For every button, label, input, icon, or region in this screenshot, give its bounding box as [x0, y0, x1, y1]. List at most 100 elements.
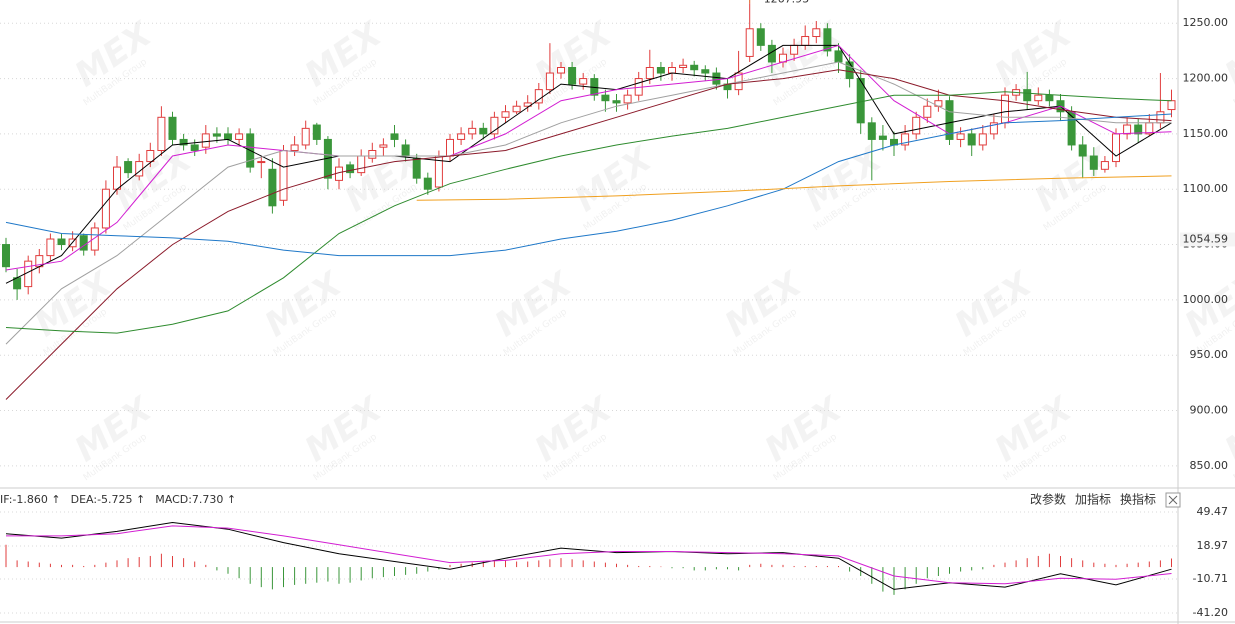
y-tick-label: 1100.00 [1183, 182, 1229, 195]
candle-body [1089, 155, 1098, 170]
candle-body [479, 127, 488, 135]
candle-body [623, 94, 632, 104]
candle-body [579, 78, 588, 85]
candle-body [2, 244, 10, 268]
candle-body [557, 67, 565, 74]
candle-body [534, 89, 543, 104]
button[interactable]: 换指标 [1120, 492, 1156, 507]
candle-body [801, 36, 810, 46]
candle-body [878, 135, 887, 140]
candle-body [1078, 144, 1087, 157]
candle-body [212, 133, 221, 137]
candle-body [790, 44, 799, 55]
candle-body [712, 72, 721, 85]
candle-body [923, 105, 932, 118]
candle-body [867, 122, 876, 140]
candle-body [1112, 133, 1120, 163]
candle-body [279, 149, 288, 201]
candle-body [601, 94, 610, 102]
candle-body [124, 161, 133, 174]
candle-body [756, 28, 765, 46]
candle-body [656, 67, 665, 74]
y-tick-label: 18.97 [1197, 539, 1229, 552]
line-series [5, 61, 1172, 345]
candle-body [834, 50, 843, 63]
y-tick-label: 850.00 [1190, 459, 1229, 472]
candle-body [368, 149, 377, 159]
watermarks: MEXMultiBank GroupMEXMultiBank GroupMEXM… [28, 14, 1235, 484]
last-price-label: 1054.59 [1183, 232, 1229, 245]
candle-body [1156, 111, 1165, 124]
candle-body [545, 72, 554, 91]
candle-body [612, 100, 621, 104]
candle-body [412, 157, 421, 179]
candle-body [1167, 100, 1176, 111]
candle-body [113, 166, 121, 190]
last-price-tag [1180, 232, 1235, 247]
candle-body [978, 133, 987, 146]
y-tick-label: 900.00 [1190, 404, 1229, 417]
candle-body [268, 168, 277, 207]
candle-body [312, 124, 321, 140]
candle-body [501, 111, 510, 118]
line-series [5, 44, 1172, 284]
candle-body [179, 138, 188, 146]
candle-body [379, 144, 388, 148]
y-tick-label: -10.71 [1193, 572, 1228, 585]
candle-body [168, 116, 177, 140]
candle-body [1123, 124, 1132, 135]
candle-body [1045, 94, 1054, 102]
indicator-label: MACD:7.730 ↑ [155, 493, 236, 506]
candle-body [568, 67, 577, 85]
candle-body [1001, 94, 1009, 124]
y-tick-label: 1000.00 [1183, 293, 1229, 306]
candle-body [812, 28, 821, 38]
candle-body [1034, 94, 1043, 102]
candle-body [679, 64, 688, 69]
candle-body [668, 67, 676, 74]
candle-body [945, 100, 954, 140]
candle-body [823, 28, 832, 52]
button[interactable]: 加指标 [1075, 492, 1111, 507]
line-series [416, 175, 1172, 201]
candle-body [201, 133, 210, 148]
candle-body [1023, 89, 1032, 102]
y-tick-label: 1150.00 [1183, 127, 1229, 140]
candle-body [967, 133, 976, 146]
indicator-label: DEA:-5.725 ↑ [71, 493, 146, 506]
candle-body [468, 127, 477, 135]
line-series [5, 91, 1172, 334]
line-series [5, 113, 1172, 257]
candle-body [290, 144, 299, 151]
candle-body [101, 188, 110, 229]
y-tick-label: -41.20 [1193, 606, 1228, 619]
candle-body [956, 133, 965, 140]
candle-body [645, 67, 654, 80]
candle-body [457, 133, 466, 140]
candle-body [512, 105, 521, 113]
max-pointer [749, 0, 751, 4]
candle-body [157, 116, 166, 151]
button[interactable]: 改参数 [1030, 492, 1066, 507]
candle-body [423, 177, 432, 190]
candle-body [224, 133, 232, 140]
candle-body [257, 161, 266, 164]
close-button[interactable] [1165, 492, 1181, 508]
candle-body [490, 116, 499, 135]
candle-body [57, 238, 66, 246]
y-tick-label: 950.00 [1190, 348, 1229, 361]
candle-body [901, 133, 910, 146]
candle-body [701, 69, 710, 74]
y-tick-label: 1200.00 [1183, 72, 1229, 85]
candle-body [346, 164, 355, 174]
candle-body [989, 122, 998, 135]
indicator-label: IF:-1.860 ↑ [0, 493, 61, 506]
candle-body [690, 64, 699, 71]
candle-body [235, 133, 244, 140]
line-series [5, 69, 1172, 400]
candle-body [301, 127, 310, 146]
y-tick-label: 1250.00 [1183, 16, 1229, 29]
candle-body [446, 138, 454, 157]
max-label: 1267.93 [764, 0, 810, 5]
